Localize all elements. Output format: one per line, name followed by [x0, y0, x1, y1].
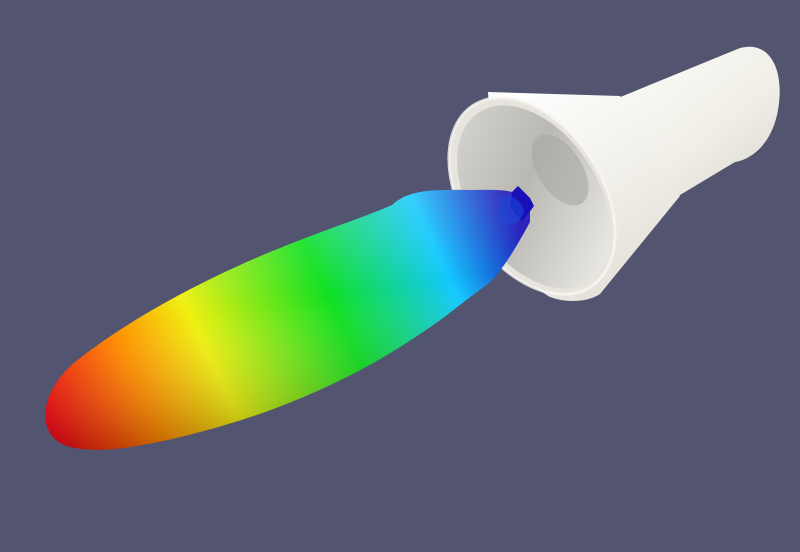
- plume-model[interactable]: [45, 186, 534, 450]
- plume-shading: [45, 189, 530, 450]
- plume-origin-glow: [500, 195, 524, 225]
- nozzle-throat: [531, 134, 589, 206]
- nozzle-model[interactable]: [414, 46, 780, 325]
